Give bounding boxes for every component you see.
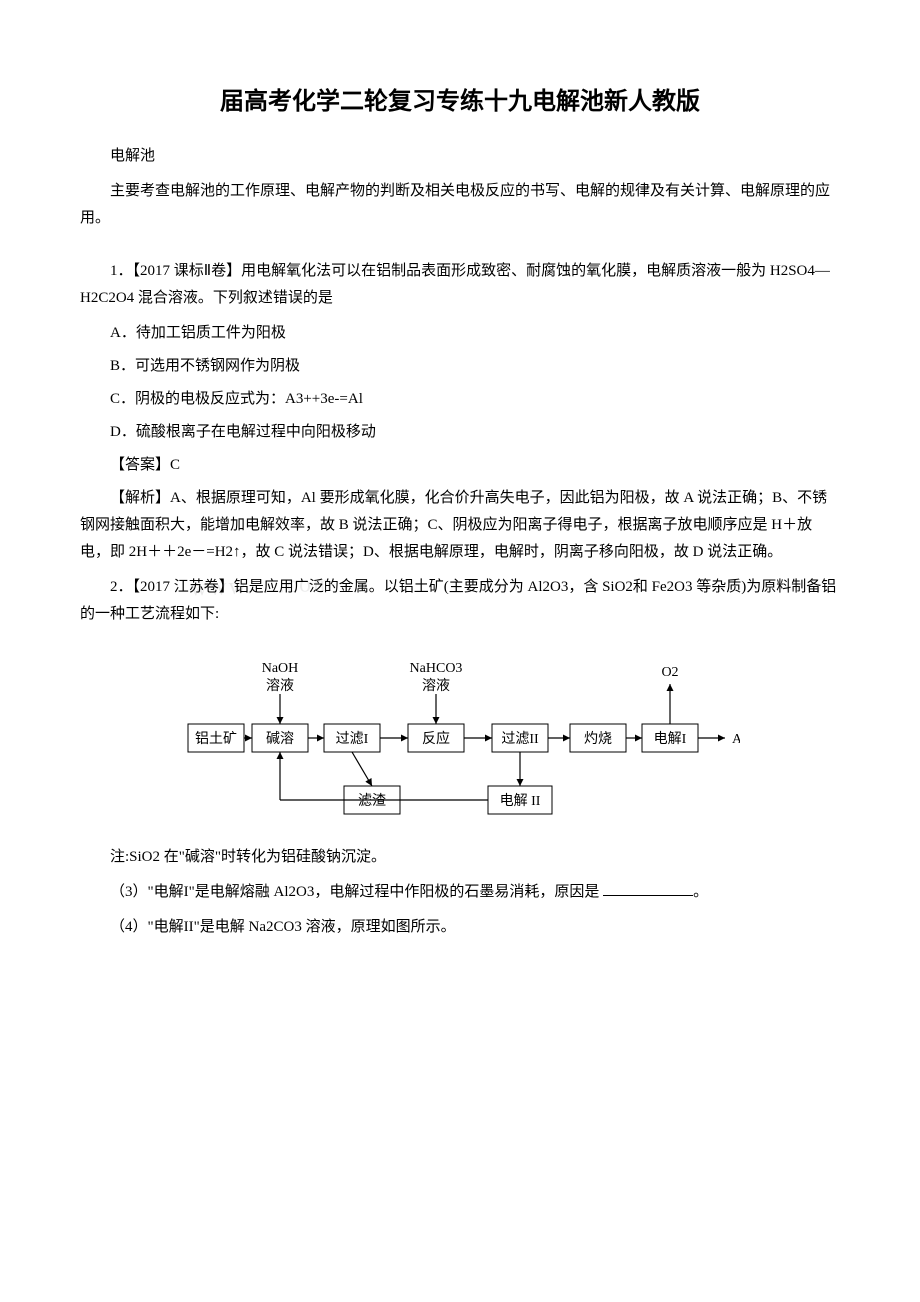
intro-heading: 电解池 xyxy=(80,143,840,170)
svg-text:O2: O2 xyxy=(661,665,678,680)
svg-text:滤渣: 滤渣 xyxy=(358,793,386,809)
svg-text:过滤I: 过滤I xyxy=(336,731,369,747)
svg-text:NaHCO3: NaHCO3 xyxy=(410,661,463,676)
svg-text:铝土矿: 铝土矿 xyxy=(195,731,237,747)
page-title: 届高考化学二轮复习专练十九电解池新人教版 xyxy=(80,80,840,123)
svg-text:过滤II: 过滤II xyxy=(501,731,539,747)
q2-part3-text: （3）"电解I"是电解熔融 Al2O3，电解过程中作阳极的石墨易消耗，原因是 xyxy=(110,884,599,900)
intro-text: 主要考查电解池的工作原理、电解产物的判断及相关电极反应的书写、电解的规律及有关计… xyxy=(80,178,840,232)
q1-stem: 1．【2017 课标Ⅱ卷】用电解氧化法可以在铝制品表面形成致密、耐腐蚀的氧化膜，… xyxy=(80,258,840,312)
svg-text:NaOH: NaOH xyxy=(262,661,299,676)
svg-text:灼烧: 灼烧 xyxy=(584,731,612,747)
q2-part4: （4）"电解II"是电解 Na2CO3 溶液，原理如图所示。 xyxy=(80,914,840,941)
svg-text:电解 II: 电解 II xyxy=(500,793,541,809)
q2-note: 注:SiO2 在"碱溶"时转化为铝硅酸钠沉淀。 xyxy=(80,844,840,871)
q1-option-d: D．硫酸根离子在电解过程中向阳极移动 xyxy=(80,419,840,446)
q2-stem: 2．【2017 江苏卷】铝是应用广泛的金属。以铝土矿(主要成分为 Al2O3，含… xyxy=(80,574,840,628)
process-flowchart: 铝土矿 碱溶 过滤I 反应 过滤II 灼烧 电解I 滤渣 电解 II Al NaOH 溶液 NaHCO3… xyxy=(180,646,740,826)
q1-answer: 【答案】C xyxy=(80,452,840,479)
answer-blank xyxy=(603,881,693,896)
q1-explanation: 【解析】A、根据原理可知，Al 要形成氧化膜，化合价升高失电子，因此铝为阳极，故… xyxy=(80,485,840,566)
q1-option-a: A．待加工铝质工件为阳极 xyxy=(80,320,840,347)
svg-text:电解I: 电解I xyxy=(654,731,687,747)
q1-option-b: B．可选用不锈钢网作为阴极 xyxy=(80,353,840,380)
svg-text:碱溶: 碱溶 xyxy=(266,731,294,747)
q1-option-c: C．阴极的电极反应式为：A3++3e-=Al xyxy=(80,386,840,413)
q2-part3-end: 。 xyxy=(693,884,708,900)
q2-part3: （3）"电解I"是电解熔融 Al2O3，电解过程中作阳极的石墨易消耗，原因是 。 xyxy=(80,879,840,906)
svg-text:溶液: 溶液 xyxy=(422,678,450,694)
svg-text:溶液: 溶液 xyxy=(266,678,294,694)
svg-text:反应: 反应 xyxy=(422,730,450,747)
flowchart-container: 铝土矿 碱溶 过滤I 反应 过滤II 灼烧 电解I 滤渣 电解 II Al NaOH 溶液 NaHCO3… xyxy=(80,646,840,826)
svg-text:Al: Al xyxy=(732,732,740,747)
